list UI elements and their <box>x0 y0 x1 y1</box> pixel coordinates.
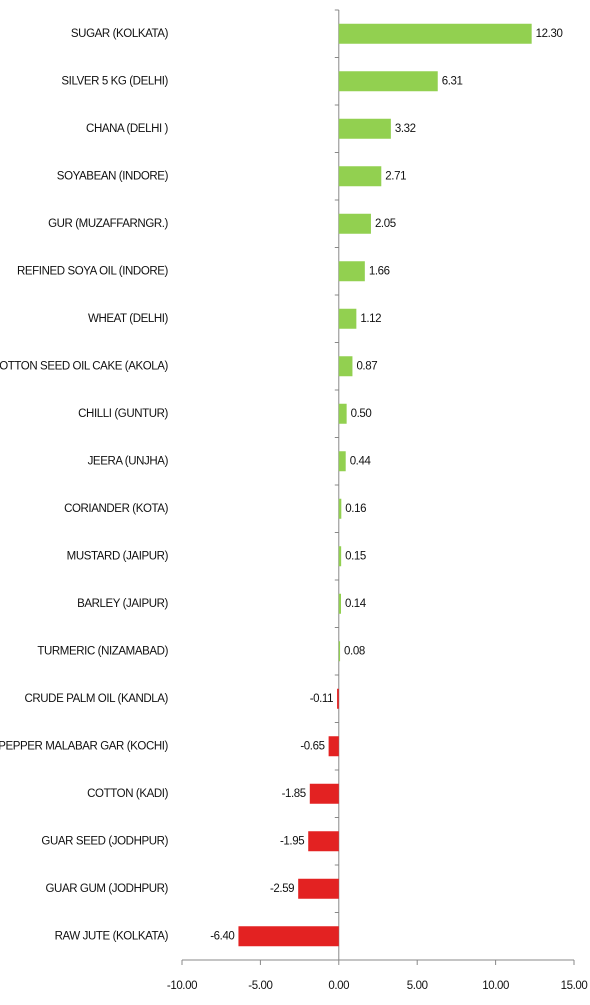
data-label: 0.15 <box>345 550 366 562</box>
data-label: 0.14 <box>345 598 367 610</box>
data-label: -6.40 <box>210 930 234 942</box>
x-tick-label: -10.00 <box>167 980 197 992</box>
bar <box>338 546 342 567</box>
y-tick-label: CORIANDER (KOTA) <box>64 503 168 515</box>
bar <box>338 71 438 92</box>
y-tick-label: GUAR GUM (JODHPUR) <box>46 883 169 895</box>
y-tick-label: CHANA (DELHI ) <box>86 123 169 135</box>
data-label: 2.71 <box>385 170 406 182</box>
y-tick-label: TURMERIC (NIZAMABAD) <box>37 645 168 657</box>
bar <box>238 926 339 947</box>
data-label: 3.32 <box>395 123 416 135</box>
data-label: 1.66 <box>369 265 390 277</box>
y-tick-label: CRUDE PALM OIL (KANDLA) <box>24 693 168 705</box>
bar <box>338 261 365 282</box>
y-tick-label: GUAR SEED (JODHPUR) <box>41 835 168 847</box>
y-tick-label: SILVER 5 KG (DELHI) <box>61 75 168 87</box>
bar <box>309 783 339 804</box>
data-label: 2.05 <box>375 218 396 230</box>
data-label: -2.59 <box>270 883 294 895</box>
x-tick-label: 15.00 <box>561 980 588 992</box>
bar <box>338 118 391 139</box>
data-label: -0.65 <box>300 740 324 752</box>
data-label: -1.85 <box>282 788 306 800</box>
data-label: -1.95 <box>280 835 304 847</box>
bar <box>338 166 382 187</box>
bar <box>328 736 339 757</box>
x-tick-label: 0.00 <box>328 980 349 992</box>
data-label: -0.11 <box>310 693 333 705</box>
y-tick-label: PEPPER MALABAR GAR (KOCHI) <box>0 740 169 752</box>
data-label: 0.50 <box>351 408 372 420</box>
x-tick-label: 10.00 <box>482 980 509 992</box>
y-tick-label: CHILLI (GUNTUR) <box>78 408 168 420</box>
bar <box>308 831 339 852</box>
y-tick-label: BARLEY (JAIPUR) <box>77 598 168 610</box>
bar <box>338 308 357 329</box>
y-tick-label: REFINED SOYA OIL (INDORE) <box>17 265 169 277</box>
y-tick-label: COTTON (KADI) <box>87 788 168 800</box>
bar <box>338 641 341 662</box>
data-label: 0.44 <box>350 455 372 467</box>
y-tick-label: SUGAR (KOLKATA) <box>71 28 169 40</box>
data-label: 6.31 <box>442 75 463 87</box>
data-label: 0.08 <box>344 645 365 657</box>
y-tick-label: SOYABEAN (INDORE) <box>57 170 169 182</box>
x-tick-label: -5.00 <box>248 980 272 992</box>
bar <box>338 403 347 424</box>
y-tick-label: COTTON SEED OIL CAKE (AKOLA) <box>0 360 169 372</box>
x-tick-label: 5.00 <box>407 980 428 992</box>
bar <box>338 498 342 519</box>
bar <box>338 593 341 614</box>
bar <box>338 213 371 234</box>
bar <box>337 688 339 709</box>
data-label: 1.12 <box>360 313 381 325</box>
data-label: 12.30 <box>536 28 563 40</box>
y-tick-label: JEERA (UNJHA) <box>88 455 169 467</box>
y-tick-label: GUR (MUZAFFARNGR.) <box>48 218 168 230</box>
bar <box>298 878 339 899</box>
data-label: 0.16 <box>345 503 366 515</box>
bar <box>338 356 353 377</box>
data-label: 0.87 <box>356 360 377 372</box>
bar <box>338 451 346 472</box>
bar <box>338 23 532 44</box>
y-tick-label: WHEAT (DELHI) <box>88 313 169 325</box>
y-tick-label: RAW JUTE (KOLKATA) <box>55 930 169 942</box>
y-tick-label: MUSTARD (JAIPUR) <box>67 550 169 562</box>
